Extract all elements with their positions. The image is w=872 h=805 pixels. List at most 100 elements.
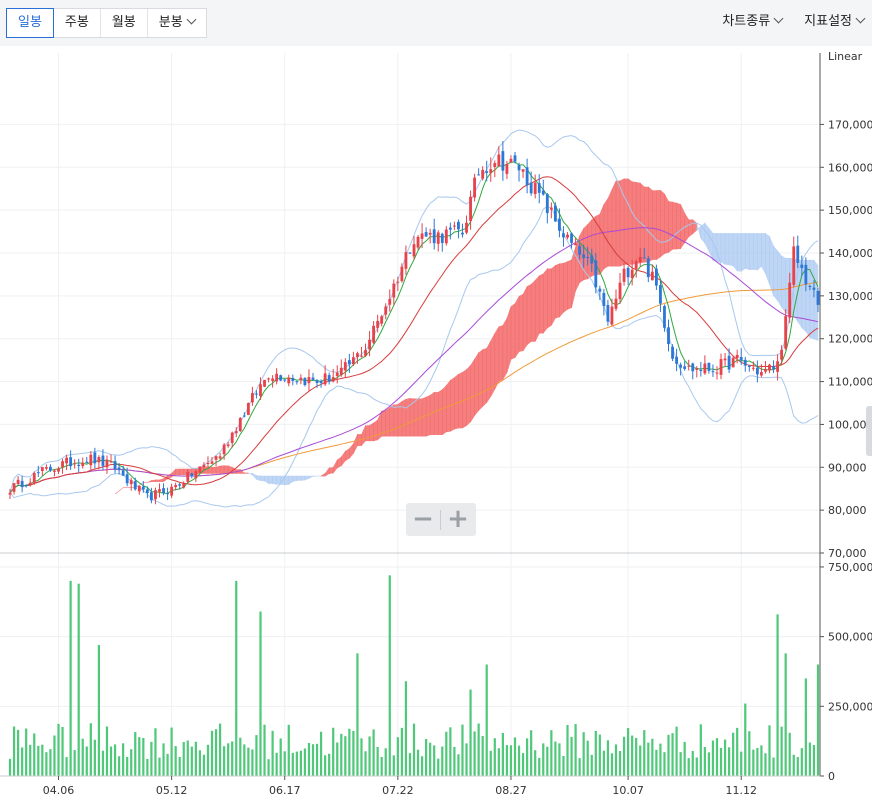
ichimoku-cloud-segment <box>534 275 540 342</box>
ichimoku-cloud-segment <box>300 475 306 481</box>
candle <box>287 377 291 384</box>
candle <box>331 377 335 382</box>
candle <box>541 190 545 195</box>
candle <box>562 233 565 238</box>
volume-bar <box>29 744 32 776</box>
candle <box>711 371 715 373</box>
tab-minute[interactable]: 분봉 <box>148 9 206 37</box>
ichimoku-cloud-segment <box>648 186 653 263</box>
candle <box>663 306 666 328</box>
candle <box>145 489 149 493</box>
candle <box>255 393 258 395</box>
volume-bar <box>122 743 125 776</box>
ichimoku-cloud-segment <box>260 475 265 482</box>
tab-weekly[interactable]: 주봉 <box>54 9 101 37</box>
ichimoku-cloud-segment <box>393 404 399 437</box>
candle <box>578 246 582 255</box>
x-tick-label: 08.27 <box>495 784 527 797</box>
candle <box>509 158 513 163</box>
tab-monthly[interactable]: 월봉 <box>101 9 148 37</box>
zoom-out-button[interactable]: − <box>412 504 434 534</box>
ichimoku-cloud-segment <box>179 468 185 475</box>
volume-bar <box>651 738 654 776</box>
candle <box>105 459 109 468</box>
volume-bar <box>154 728 157 776</box>
volume-bar <box>433 745 436 776</box>
volume-bar <box>287 724 290 776</box>
y-tick-label: 170,000 <box>828 118 872 131</box>
volume-panel <box>0 553 820 776</box>
volume-bar <box>723 739 727 776</box>
ichimoku-cloud-segment <box>753 233 758 271</box>
ichimoku-cloud-segment <box>740 233 746 272</box>
candle <box>812 287 816 290</box>
stock-chart[interactable]: Linear 70,000 80,000 90,000 100,000 110,000 12… <box>0 46 872 805</box>
ichimoku-cloud-segment <box>623 178 629 265</box>
candle <box>315 380 319 383</box>
volume-bar <box>622 736 626 776</box>
ichimoku-cloud-segment <box>433 391 439 436</box>
candle <box>61 461 64 468</box>
volume-bar <box>804 678 807 776</box>
volume-bar <box>279 738 282 776</box>
volume-bar <box>639 745 642 776</box>
y-scale-label: Linear <box>828 50 863 63</box>
ichimoku-cloud-segment <box>664 193 669 254</box>
volume-bar <box>517 745 521 776</box>
bollinger-lower-line <box>9 205 819 508</box>
ichimoku-cloud-segment <box>437 389 443 436</box>
volume-bar <box>659 743 662 776</box>
candle <box>198 466 202 473</box>
indicator-settings-dropdown[interactable]: 지표설정 <box>804 8 866 36</box>
volume-bar <box>586 740 589 776</box>
tab-daily[interactable]: 일봉 <box>6 8 54 38</box>
panel-resize-handle[interactable] <box>866 406 872 456</box>
x-tick-label: 10.07 <box>612 784 644 797</box>
volume-bar <box>578 758 581 776</box>
candle <box>323 373 327 385</box>
volume-bar <box>235 580 238 776</box>
chevron-down-icon <box>186 14 197 25</box>
chart-type-dropdown[interactable]: 차트종류 <box>722 8 784 36</box>
candle <box>477 174 481 176</box>
candle <box>642 257 646 259</box>
ichimoku-cloud-segment <box>631 181 637 265</box>
candle <box>719 359 723 375</box>
candle <box>505 163 509 174</box>
candle <box>89 454 93 466</box>
volume-bar <box>271 730 274 776</box>
ichimoku-cloud-segment <box>498 325 504 382</box>
candle <box>743 359 747 366</box>
volume-bar <box>117 756 121 776</box>
volume-bar <box>372 729 375 776</box>
candle <box>93 452 97 464</box>
ichimoku-cloud-segment <box>272 475 277 485</box>
candle <box>182 483 186 488</box>
volume-bar <box>97 644 101 776</box>
candle <box>804 264 808 285</box>
candle <box>594 260 598 288</box>
candle <box>101 455 105 466</box>
volume-bar <box>574 724 577 776</box>
candle <box>675 356 679 364</box>
volume-bar <box>667 734 670 776</box>
volume-bar <box>695 757 698 776</box>
ichimoku-cloud-segment <box>603 197 609 270</box>
ichimoku-cloud-segment <box>732 233 738 272</box>
volume-bar <box>796 757 799 776</box>
volume-bar <box>719 748 723 776</box>
candle <box>703 363 707 374</box>
y-tick-label: 120,000 <box>828 333 872 346</box>
volume-bar <box>453 746 456 776</box>
ichimoku-cloud-segment <box>215 465 221 474</box>
ichimoku-cloud-segment <box>656 190 661 261</box>
candle <box>521 169 525 172</box>
candle <box>626 267 630 278</box>
volume-bar <box>138 737 141 776</box>
zoom-in-button[interactable]: + <box>447 504 469 534</box>
candle <box>158 489 161 492</box>
candle <box>222 444 226 455</box>
y-tick-label: 90,000 <box>828 461 867 474</box>
ichimoku-cloud-segment <box>672 201 677 250</box>
candle <box>154 490 157 500</box>
